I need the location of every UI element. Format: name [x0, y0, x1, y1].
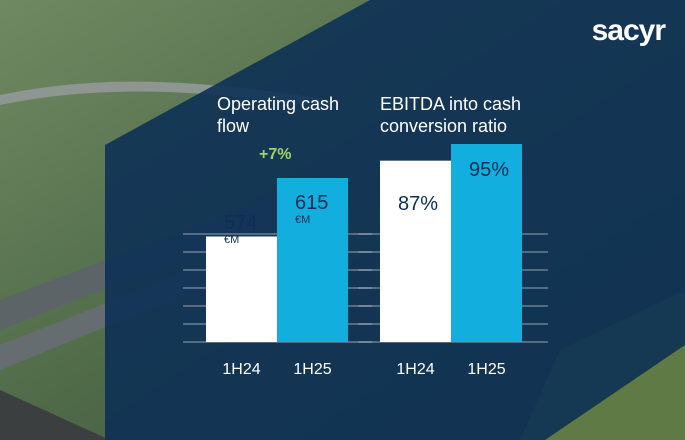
x-tick-label: 1H24 — [396, 361, 434, 378]
sacyr-logo: sacyr — [591, 14, 666, 47]
data-label: 95% — [469, 159, 509, 181]
data-label: 574 — [224, 212, 257, 234]
bar-1h24 — [380, 160, 451, 342]
title-line: Operating cash — [217, 94, 340, 114]
road-upper — [0, 81, 330, 108]
data-label: 615 — [295, 192, 328, 214]
title-line: conversion ratio — [380, 116, 508, 136]
change-badge: +7% — [259, 146, 292, 163]
chart-title-operating-cash-flow: Operating cash flow — [217, 93, 339, 137]
chart-title-ebitda-conversion: EBITDA into cash conversion ratio — [380, 93, 521, 137]
bar-1h25 — [277, 178, 348, 342]
data-label: 87% — [398, 193, 438, 215]
title-line: flow — [217, 116, 250, 136]
x-tick-label: 1H24 — [222, 361, 260, 378]
shadow-area — [0, 390, 110, 440]
bar-1h24 — [206, 236, 277, 342]
title-line: EBITDA into cash — [380, 94, 522, 114]
x-tick-label: 1H25 — [467, 361, 505, 378]
x-tick-label: 1H25 — [293, 361, 331, 378]
unit-label: €M — [224, 234, 239, 246]
unit-label: €M — [295, 214, 310, 226]
bar-1h25 — [451, 144, 522, 342]
